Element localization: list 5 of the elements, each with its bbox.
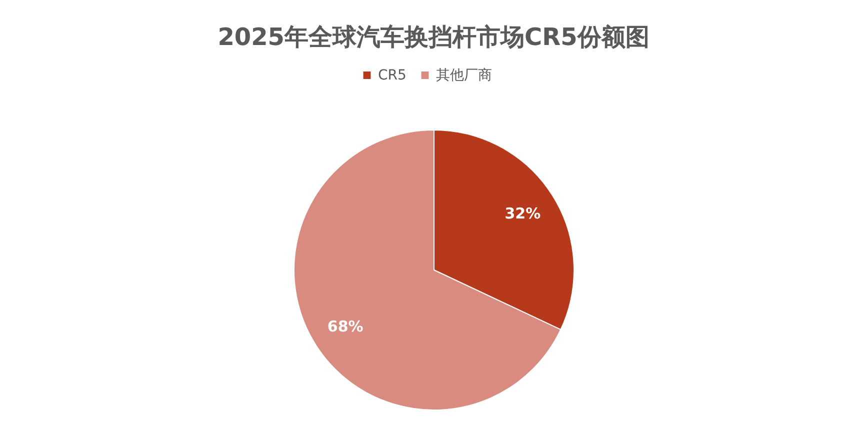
legend-label: 其他厂商 — [436, 67, 492, 84]
legend-label: CR5 — [378, 67, 406, 84]
data-label: 32% — [504, 204, 541, 223]
chart-title: 2025年全球汽车换挡杆市场CR5份额图 — [218, 23, 650, 51]
data-label: 68% — [327, 317, 364, 336]
